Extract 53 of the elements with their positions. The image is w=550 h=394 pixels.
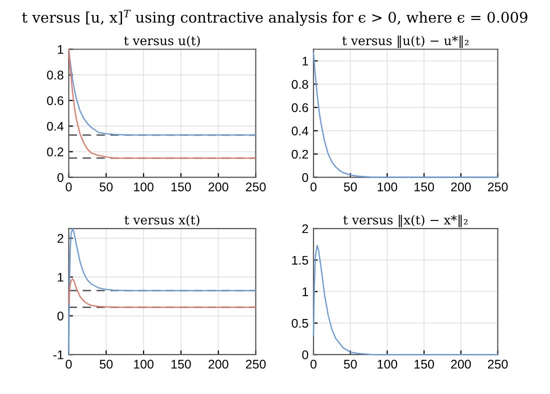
- x-tick-label: 0: [66, 360, 72, 369]
- x-tick-label: 150: [171, 360, 191, 369]
- x-tick-label: 200: [208, 182, 228, 192]
- line-series: [68, 278, 256, 308]
- y-tick-label: 0: [57, 312, 64, 320]
- y-tick-label: 2: [302, 224, 308, 234]
- y-tick-label: 1.5: [292, 256, 308, 265]
- chart-title: t versus ‖x(t) − x*‖₂: [343, 214, 468, 228]
- x-tick-label: 50: [100, 182, 113, 192]
- x-tick-label: 100: [378, 360, 398, 369]
- x-tick-label: 200: [451, 182, 471, 192]
- x-tick-label: 100: [134, 360, 154, 369]
- x-tick-label: 150: [414, 182, 434, 192]
- x-tick-label: 100: [134, 182, 154, 192]
- x-tick-label: 0: [310, 360, 316, 369]
- y-tick-label: 0.4: [47, 122, 64, 131]
- line-series: [312, 52, 498, 178]
- x-tick-label: 250: [488, 182, 508, 192]
- x-tick-label: 50: [344, 360, 357, 369]
- y-tick-label: 0.2: [47, 147, 64, 156]
- y-tick-label: 1: [58, 45, 64, 54]
- y-tick-label: 0: [302, 350, 308, 360]
- line-series: [68, 228, 256, 356]
- x-tick-label: 0: [66, 182, 72, 192]
- y-tick-label: 0: [57, 173, 64, 182]
- y-tick-label: 1: [58, 272, 64, 282]
- x-tick-label: 200: [208, 360, 228, 369]
- y-tick-label: 1: [302, 287, 308, 296]
- x-tick-label: 250: [246, 182, 266, 192]
- chart-title: t versus x(t): [124, 214, 200, 226]
- x-tick-label: 0: [310, 182, 316, 192]
- text: t versus [u, x]$^{T}$ using contractive analysis for ϵ > 0, where ϵ = 0.009: [22, 10, 528, 26]
- chart-title: t versus u(t): [124, 36, 200, 48]
- y-tick-label: 0.5: [292, 318, 308, 328]
- x-tick-label: 200: [451, 360, 471, 369]
- x-tick-label: 50: [100, 360, 113, 369]
- y-tick-label: 0.2: [292, 150, 308, 159]
- y-tick-label: 1: [302, 56, 308, 66]
- y-tick-label: 0.6: [47, 96, 64, 106]
- chart-title: t versus ‖u(t) − u*‖₂: [342, 36, 469, 48]
- x-tick-label: 50: [344, 182, 357, 192]
- x-tick-label: 100: [378, 182, 398, 192]
- y-tick-label: 2: [58, 234, 64, 243]
- y-tick-label: 0.8: [292, 80, 308, 89]
- y-tick-label: -1: [53, 350, 64, 360]
- y-tick-label: 0.8: [47, 70, 64, 80]
- y-tick-label: 0.6: [292, 103, 308, 112]
- y-tick-label: 0: [302, 173, 308, 182]
- x-tick-label: 250: [488, 360, 508, 369]
- x-tick-label: 150: [171, 182, 191, 192]
- x-tick-label: 250: [246, 360, 266, 369]
- y-tick-label: 0.4: [292, 126, 308, 136]
- x-tick-label: 150: [414, 360, 434, 369]
